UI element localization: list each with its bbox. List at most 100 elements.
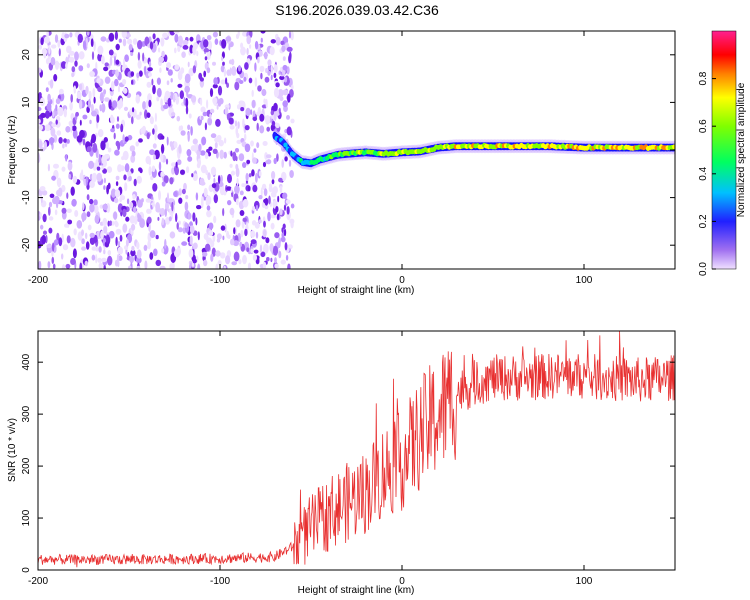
noise-blob	[135, 94, 141, 104]
noise-blob	[222, 61, 225, 66]
noise-blob	[174, 64, 180, 70]
noise-blob	[169, 231, 176, 239]
noise-blob	[207, 151, 212, 157]
noise-blob	[203, 259, 208, 267]
noise-blob	[70, 124, 73, 133]
noise-blob	[101, 155, 107, 165]
noise-blob	[273, 111, 277, 121]
x-tick-label: -100	[210, 576, 230, 587]
noise-blob	[148, 166, 152, 176]
noise-blob	[187, 156, 193, 162]
noise-blob	[212, 31, 218, 38]
bottom-xlabel: Height of straight line (km)	[298, 585, 415, 596]
colorbar-ticks: 0.0 0.2 0.4 0.6 0.8	[698, 71, 716, 276]
noise-blob	[229, 163, 233, 168]
noise-blob	[200, 97, 203, 106]
noise-blob	[109, 220, 113, 226]
noise-blob	[89, 203, 95, 213]
noise-blob	[155, 202, 161, 212]
noise-blob	[162, 244, 169, 255]
noise-blob	[131, 79, 134, 85]
noise-blob	[213, 215, 217, 224]
noise-blob	[260, 187, 263, 197]
noise-blob	[279, 185, 283, 194]
noise-blob	[173, 191, 178, 197]
noise-blob	[250, 230, 256, 238]
noise-blob	[128, 265, 132, 269]
noise-blob	[282, 223, 286, 230]
noise-blob	[169, 263, 173, 269]
noise-blob	[200, 106, 206, 113]
noise-blob	[213, 77, 218, 85]
noise-blob	[223, 190, 227, 196]
noise-blob	[226, 230, 230, 239]
noise-blob	[188, 67, 194, 77]
noise-blob	[166, 91, 171, 97]
noise-blob	[68, 173, 72, 180]
noise-blob	[263, 98, 267, 104]
noise-blob	[110, 116, 115, 124]
noise-blob	[247, 262, 252, 269]
noise-blob	[219, 149, 224, 160]
noise-blob	[187, 132, 190, 142]
noise-blob	[181, 241, 188, 246]
noise-blob	[199, 77, 204, 82]
noise-blob	[121, 31, 127, 39]
noise-blob	[262, 161, 267, 168]
noise-blob	[95, 159, 99, 167]
noise-blob	[126, 198, 130, 205]
noise-blob	[278, 107, 281, 115]
noise-blob	[233, 227, 236, 235]
noise-blob	[88, 90, 92, 100]
noise-blob	[253, 148, 257, 153]
noise-blob	[96, 172, 103, 182]
noise-blob	[264, 51, 268, 60]
noise-blob	[157, 216, 160, 221]
noise-blob	[224, 107, 229, 116]
noise-blob	[100, 36, 107, 42]
noise-blob	[284, 76, 288, 83]
noise-blob	[81, 169, 84, 177]
noise-blob	[189, 36, 194, 42]
noise-blob	[173, 141, 178, 149]
noise-blob	[115, 123, 120, 129]
noise-blob	[71, 72, 75, 78]
noise-blob	[74, 60, 78, 67]
noise-blob	[270, 39, 276, 44]
noise-blob	[276, 153, 279, 162]
noise-blob	[201, 198, 204, 209]
noise-blob	[67, 161, 73, 171]
noise-blob	[72, 129, 78, 139]
track-peak	[287, 147, 293, 153]
y-tick-label: 20	[21, 49, 32, 61]
noise-blob	[206, 205, 211, 211]
noise-blob	[167, 97, 172, 107]
noise-blob	[254, 62, 257, 72]
noise-blob	[103, 89, 107, 95]
noise-blob	[238, 259, 242, 265]
noise-blob	[79, 119, 82, 126]
noise-blob	[89, 232, 95, 238]
noise-blob	[210, 133, 217, 139]
noise-blob	[120, 165, 125, 172]
noise-blob	[251, 89, 254, 97]
noise-blob	[163, 104, 169, 110]
noise-blob	[112, 100, 118, 109]
noise-blob	[47, 261, 51, 269]
noise-blob	[271, 170, 276, 180]
noise-blob	[152, 33, 156, 40]
noise-blob	[223, 151, 227, 159]
noise-blob	[148, 61, 152, 68]
noise-blob	[135, 256, 142, 264]
noise-blob	[44, 124, 51, 132]
noise-blob	[58, 237, 63, 247]
noise-blob	[133, 178, 137, 187]
noise-blob	[265, 159, 271, 165]
noise-blob	[131, 150, 136, 157]
top-xlabel: Height of straight line (km)	[298, 285, 415, 296]
noise-blob	[151, 78, 154, 86]
noise-blob	[287, 263, 291, 269]
noise-blob	[139, 111, 142, 116]
noise-blob	[264, 197, 269, 206]
noise-blob	[132, 107, 135, 113]
